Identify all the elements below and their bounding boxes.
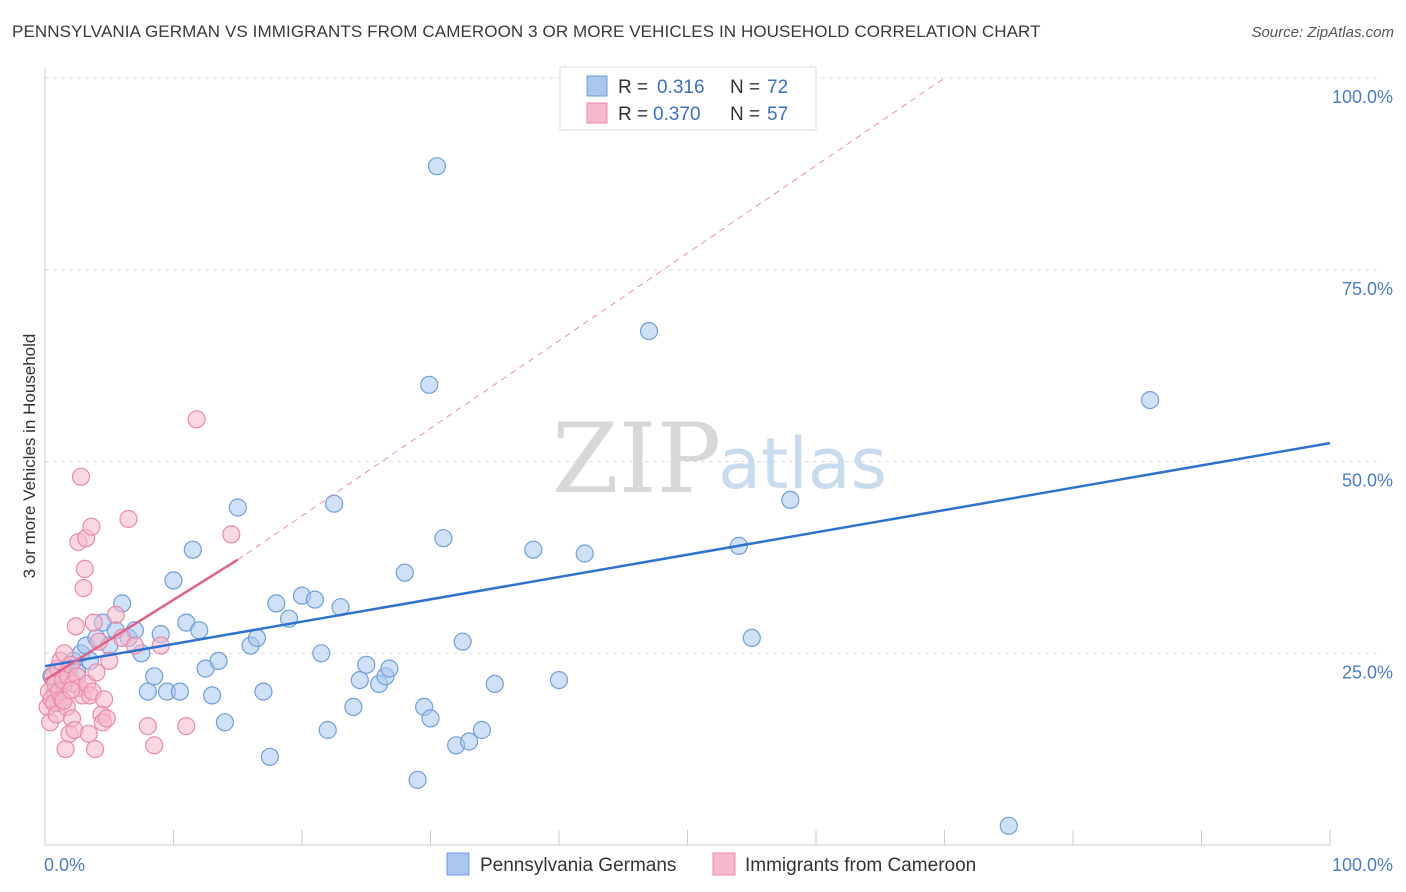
- data-point: [427, 157, 446, 176]
- data-point: [190, 621, 209, 640]
- data-point: [344, 697, 363, 717]
- data-points: [38, 72, 1160, 835]
- data-point: [85, 739, 105, 759]
- data-point: [71, 467, 91, 486]
- legend-n-value-1: 72: [767, 77, 788, 98]
- gridlines: [45, 77, 1380, 654]
- data-point: [472, 720, 491, 740]
- data-point: [209, 651, 228, 671]
- legend-r-label-2: R =: [618, 104, 648, 125]
- trend-lines: [44, 77, 1331, 682]
- data-point: [119, 509, 138, 529]
- watermark-atlas: atlas: [718, 423, 887, 505]
- data-point: [164, 571, 183, 590]
- legend-swatch-blue: [586, 75, 608, 97]
- data-point: [222, 525, 241, 544]
- data-point: [247, 628, 267, 648]
- data-point: [74, 578, 93, 598]
- legend-r-value-1: 0.316: [657, 77, 705, 98]
- data-point: [87, 663, 106, 682]
- data-point: [781, 490, 800, 509]
- data-point: [56, 739, 75, 759]
- watermark: ZIP atlas: [552, 403, 887, 515]
- series-immigrants-from-cameroon: [38, 410, 241, 759]
- data-point: [395, 563, 414, 582]
- legend-n-label-2: N =: [730, 104, 760, 125]
- data-point: [82, 517, 101, 536]
- y-tick-label: 100.0%: [1332, 87, 1393, 107]
- data-point: [267, 594, 286, 613]
- data-point: [408, 770, 427, 789]
- legend-r-value-2: 0.370: [653, 104, 701, 125]
- y-tick-label: 25.0%: [1342, 662, 1393, 682]
- data-point: [84, 613, 103, 632]
- legend-r-label-1: R =: [618, 77, 648, 98]
- trend-line-pink: [44, 558, 239, 682]
- bottom-legend-swatch-pink: [712, 852, 736, 876]
- bottom-legend-swatch-blue: [446, 852, 470, 876]
- x-tick-label-max: 100.0%: [1332, 855, 1393, 875]
- data-point: [350, 670, 369, 690]
- legend-n-label-1: N =: [730, 77, 760, 98]
- data-point: [434, 529, 453, 548]
- data-point: [999, 816, 1018, 835]
- data-point: [228, 498, 247, 517]
- data-point: [79, 724, 98, 743]
- data-point: [145, 667, 164, 686]
- data-point: [420, 375, 439, 394]
- y-tick-labels: 25.0% 50.0% 75.0% 100.0%: [1332, 87, 1393, 682]
- data-point: [138, 682, 157, 701]
- data-point: [357, 655, 376, 674]
- data-point: [1140, 391, 1160, 410]
- y-axis-label: 3 or more Vehicles in Household: [20, 334, 39, 579]
- data-point: [66, 617, 85, 636]
- data-point: [312, 644, 331, 663]
- trend-line-blue: [44, 441, 1331, 668]
- data-point: [421, 709, 440, 728]
- y-tick-label: 75.0%: [1342, 279, 1393, 299]
- data-point: [138, 716, 157, 736]
- legend-swatch-pink: [586, 102, 608, 124]
- legend-box: R = 0.316 N = 72 R = 0.370 N = 57: [559, 66, 817, 131]
- data-point: [97, 709, 116, 728]
- data-point: [524, 540, 543, 559]
- data-point: [575, 544, 594, 563]
- bottom-legend-label-1: Pennsylvania Germans: [480, 855, 676, 876]
- data-point: [318, 720, 337, 740]
- data-point: [203, 686, 222, 705]
- data-point: [62, 680, 81, 700]
- data-point: [639, 322, 659, 341]
- chart-title: PENNSYLVANIA GERMAN VS IMMIGRANTS FROM C…: [12, 22, 1041, 41]
- data-point: [183, 540, 202, 559]
- tick-labels: 25.0% 50.0% 75.0% 100.0% 0.0% 100.0%: [44, 87, 1393, 875]
- watermark-zip: ZIP: [552, 403, 721, 515]
- data-point: [742, 628, 761, 648]
- legend-n-value-2: 57: [767, 104, 788, 125]
- data-point: [380, 659, 399, 678]
- data-point: [145, 736, 164, 755]
- data-point: [460, 732, 479, 751]
- data-point: [254, 682, 273, 701]
- x-tick-label-min: 0.0%: [44, 855, 85, 875]
- data-point: [170, 682, 189, 701]
- data-point: [305, 590, 324, 609]
- y-tick-label: 50.0%: [1342, 471, 1393, 491]
- source-label: Source: ZipAtlas.com: [1251, 24, 1394, 41]
- data-point: [325, 494, 344, 513]
- bottom-legend: Pennsylvania Germans Immigrants from Cam…: [446, 852, 976, 876]
- data-point: [485, 674, 504, 694]
- data-point: [177, 716, 196, 736]
- data-point: [215, 713, 234, 732]
- data-point: [106, 605, 125, 625]
- bottom-legend-label-2: Immigrants from Cameroon: [745, 855, 976, 876]
- data-point: [260, 747, 279, 766]
- data-point: [549, 670, 569, 690]
- data-point: [75, 559, 94, 579]
- data-point: [94, 690, 114, 709]
- data-point: [187, 410, 206, 429]
- data-point: [453, 632, 472, 651]
